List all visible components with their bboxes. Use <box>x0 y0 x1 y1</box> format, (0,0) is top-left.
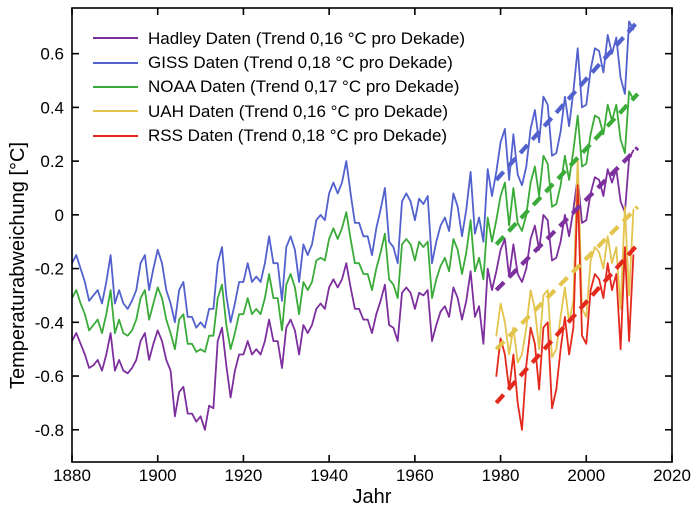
trend-giss-line <box>494 20 640 182</box>
series-rss-line <box>495 184 635 431</box>
x-tick-label: 2000 <box>567 466 605 485</box>
legend-label-rss: RSS Daten (Trend 0,18 °C pro Dekade) <box>148 126 448 146</box>
x-tick-label: 2020 <box>653 466 691 485</box>
legend-swatch-rss <box>93 134 138 137</box>
series-uah-line <box>495 157 635 364</box>
y-tick-label: 0.4 <box>40 98 64 117</box>
legend-swatch-hadley <box>93 37 138 40</box>
plot-frame <box>71 7 673 463</box>
y-tick-label: 0.2 <box>40 152 64 171</box>
x-axis-label: Jahr <box>352 486 392 508</box>
series-noaa-line <box>71 90 635 353</box>
legend-swatch-giss <box>93 61 138 64</box>
legend: Hadley Daten (Trend 0,16 °C pro Dekade) G… <box>93 26 465 148</box>
series-giss-line <box>71 20 635 329</box>
legend-item-hadley: Hadley Daten (Trend 0,16 °C pro Dekade) <box>93 26 465 50</box>
legend-item-giss: GISS Daten (Trend 0,18 °C pro Dekade) <box>93 50 465 74</box>
y-axis-label-wrap: Temperaturabweichung [°C] <box>0 40 36 490</box>
x-tick-label: 1980 <box>482 466 520 485</box>
trend-noaa-line <box>494 92 640 246</box>
legend-item-rss: RSS Daten (Trend 0,18 °C pro Dekade) <box>93 124 465 148</box>
y-tick-label: -0.4 <box>35 313 64 332</box>
legend-label-hadley: Hadley Daten (Trend 0,16 °C pro Dekade) <box>148 28 466 48</box>
x-tick-label: 1900 <box>139 466 177 485</box>
x-tick-label: 1920 <box>225 466 263 485</box>
x-tick-label: 1880 <box>53 466 91 485</box>
trend-hadley-line <box>494 146 640 292</box>
y-tick-label: -0.6 <box>35 367 64 386</box>
legend-item-uah: UAH Daten (Trend 0,16 °C pro Dekade) <box>93 99 465 123</box>
trend-uah-line <box>494 205 640 351</box>
y-tick-label: 0 <box>55 206 64 225</box>
legend-swatch-uah <box>93 110 138 113</box>
y-tick-label: 0.6 <box>40 45 64 64</box>
x-tick-label: 1960 <box>396 466 434 485</box>
legend-label-giss: GISS Daten (Trend 0,18 °C pro Dekade) <box>148 53 453 73</box>
y-tick-label: -0.8 <box>35 421 64 440</box>
legend-label-noaa: NOAA Daten (Trend 0,17 °C pro Dekade) <box>148 77 460 97</box>
x-tick-label: 1940 <box>310 466 348 485</box>
legend-label-uah: UAH Daten (Trend 0,16 °C pro Dekade) <box>148 101 449 121</box>
y-axis-label: Temperaturabweichung [°C] <box>6 141 29 389</box>
y-tick-label: -0.2 <box>35 260 64 279</box>
legend-swatch-noaa <box>93 85 138 88</box>
legend-item-noaa: NOAA Daten (Trend 0,17 °C pro Dekade) <box>93 75 465 99</box>
